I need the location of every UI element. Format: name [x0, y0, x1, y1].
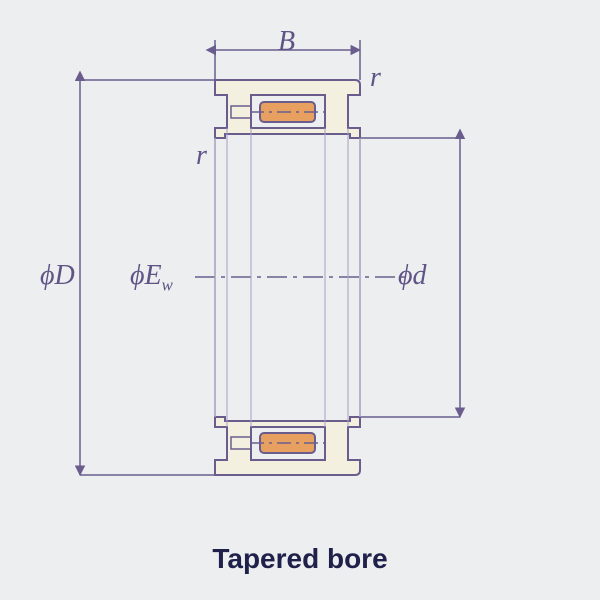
label-B: B — [278, 26, 295, 58]
label-phiEw-sub: w — [162, 276, 173, 295]
caption: Tapered bore — [0, 543, 600, 575]
label-r-mid: r — [196, 140, 207, 172]
bottom-section — [215, 417, 360, 475]
label-phid: ϕd — [398, 260, 427, 292]
label-r-top: r — [370, 62, 381, 94]
label-phiEw-main: ϕE — [130, 260, 162, 291]
label-phiD: ϕD — [40, 260, 75, 292]
label-phiEw: ϕEw — [130, 260, 173, 296]
diagram-canvas — [0, 0, 600, 600]
top-section — [215, 80, 360, 138]
